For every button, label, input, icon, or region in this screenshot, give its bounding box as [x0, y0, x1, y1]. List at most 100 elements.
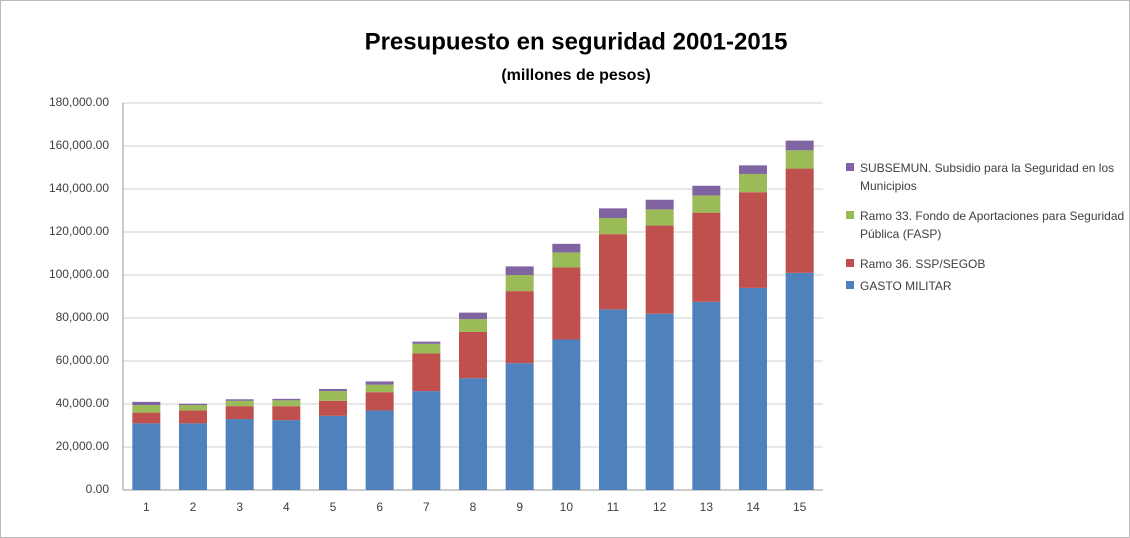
- bar-segment: [179, 410, 207, 424]
- bar-segment: [272, 420, 301, 490]
- bar-segment: [365, 381, 394, 385]
- bar-segment: [412, 341, 441, 344]
- legend-swatch: [846, 211, 854, 219]
- bar-segment: [505, 291, 534, 364]
- bar-segment: [412, 353, 441, 392]
- chart-title: Presupuesto en seguridad 2001-2015: [365, 28, 788, 55]
- y-tick-label: 20,000.00: [56, 439, 110, 453]
- bar-segment: [785, 168, 814, 273]
- bar-segment: [319, 391, 347, 401]
- bar-segment: [319, 415, 347, 490]
- y-tick-label: 120,000.00: [49, 224, 109, 238]
- bar-segment: [552, 243, 581, 253]
- legend-swatch: [846, 163, 854, 171]
- x-tick-label: 9: [516, 500, 523, 514]
- y-tick-label: 180,000.00: [49, 95, 109, 109]
- bar-segment: [179, 403, 207, 406]
- y-tick-label: 160,000.00: [49, 138, 109, 152]
- bar-segment: [225, 400, 254, 407]
- x-tick-label: 12: [653, 500, 667, 514]
- bar-segment: [739, 287, 767, 490]
- bar-segment: [785, 272, 814, 490]
- x-tick-label: 1: [143, 500, 150, 514]
- bar-segment: [319, 388, 347, 392]
- bar-segment: [225, 406, 254, 420]
- bar-segment: [645, 313, 674, 490]
- bar-segment: [739, 165, 767, 174]
- bar-segment: [505, 363, 534, 490]
- bar-segment: [412, 391, 441, 490]
- x-tick-label: 2: [190, 500, 197, 514]
- bar-segment: [459, 312, 487, 320]
- y-tick-label: 80,000.00: [56, 310, 110, 324]
- legend-item: SUBSEMUN. Subsidio para la Seguridad en …: [846, 159, 1125, 195]
- x-tick-label: 8: [470, 500, 477, 514]
- bar-segment: [272, 398, 301, 401]
- y-tick-label: 0.00: [86, 482, 110, 496]
- bar-segment: [645, 225, 674, 314]
- legend-label: SUBSEMUN. Subsidio para la Seguridad en …: [860, 161, 1115, 193]
- bar-segment: [785, 150, 814, 169]
- bar-segment: [132, 423, 161, 490]
- bar-segment: [739, 173, 767, 193]
- x-tick-label: 4: [283, 500, 290, 514]
- bar-segment: [645, 209, 674, 226]
- bar-segment: [179, 405, 207, 411]
- x-tick-label: 3: [236, 500, 243, 514]
- legend-swatch: [846, 259, 854, 267]
- bar-segment: [692, 301, 721, 490]
- bar-segment: [225, 399, 254, 401]
- x-tick-label: 5: [330, 500, 337, 514]
- bar-segment: [132, 401, 161, 406]
- bar-segment: [365, 410, 394, 490]
- bar-segment: [599, 309, 627, 490]
- y-tick-label: 140,000.00: [49, 181, 109, 195]
- legend-label: Ramo 33. Fondo de Aportaciones para Segu…: [860, 209, 1125, 241]
- x-tick-label: 10: [560, 500, 574, 514]
- bar-segment: [692, 212, 721, 302]
- bar-segment: [552, 267, 581, 340]
- x-tick-label: 7: [423, 500, 430, 514]
- x-tick-label: 13: [700, 500, 714, 514]
- y-tick-label: 40,000.00: [56, 396, 110, 410]
- bar-segment: [412, 343, 441, 354]
- bar-segment: [179, 423, 207, 490]
- x-tick-label: 15: [793, 500, 807, 514]
- bar-segment: [692, 185, 721, 196]
- x-tick-label: 11: [607, 500, 620, 514]
- bar-segment: [225, 419, 254, 490]
- bar-segment: [319, 400, 347, 416]
- chart-subtitle: (millones de pesos): [501, 67, 650, 84]
- bar-segment: [552, 339, 581, 490]
- bar-segment: [692, 195, 721, 213]
- bar-segment: [505, 275, 534, 292]
- bar-segment: [505, 266, 534, 275]
- bar-segment: [459, 319, 487, 332]
- legend-item: Ramo 36. SSP/SEGOB: [846, 255, 1125, 273]
- bar-segment: [599, 208, 627, 219]
- bar-segment: [785, 140, 814, 151]
- y-tick-label: 60,000.00: [56, 353, 110, 367]
- bar-segment: [645, 199, 674, 210]
- bar-segment: [132, 405, 161, 413]
- legend-item: GASTO MILITAR: [846, 277, 1125, 295]
- bar-segment: [739, 192, 767, 288]
- bar-segment: [459, 378, 487, 490]
- bar-segment: [599, 234, 627, 310]
- bar-segment: [132, 412, 161, 424]
- legend-label: Ramo 36. SSP/SEGOB: [860, 257, 986, 271]
- x-tick-label: 6: [376, 500, 383, 514]
- legend-item: Ramo 33. Fondo de Aportaciones para Segu…: [846, 207, 1125, 243]
- bar-segment: [365, 384, 394, 393]
- legend-label: GASTO MILITAR: [860, 279, 952, 293]
- y-tick-label: 100,000.00: [49, 267, 109, 281]
- bar-segment: [459, 331, 487, 379]
- x-tick-label: 14: [746, 500, 760, 514]
- bar-segment: [365, 392, 394, 411]
- legend-swatch: [846, 281, 854, 289]
- bar-segment: [272, 406, 301, 421]
- bar-segment: [272, 400, 301, 407]
- bar-segment: [599, 218, 627, 235]
